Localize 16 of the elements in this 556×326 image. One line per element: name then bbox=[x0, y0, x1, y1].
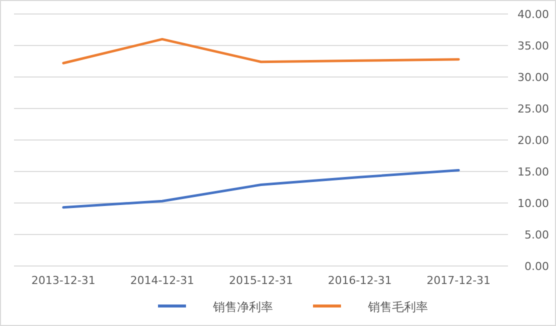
x-tick-label: 2017-12-31 bbox=[426, 274, 491, 287]
y-tick-label: 15.00 bbox=[518, 166, 549, 178]
legend-label: 销售净利率 bbox=[212, 300, 273, 314]
y-tick-label: 40.00 bbox=[518, 8, 549, 21]
y-tick-label: 25.00 bbox=[518, 102, 549, 116]
y-tick-label: 20.00 bbox=[518, 134, 549, 147]
y-tick-label: 0.00 bbox=[524, 260, 549, 273]
x-tick-label: 2014-12-31 bbox=[130, 274, 194, 287]
y-tick-label: 10.00 bbox=[518, 197, 549, 210]
y-tick-label: 30.00 bbox=[518, 71, 549, 84]
legend-label: 销售毛利率 bbox=[367, 300, 428, 314]
y-tick-label: 5.00 bbox=[524, 228, 549, 242]
y-tick-label: 35.00 bbox=[518, 40, 549, 52]
x-tick-label: 2015-12-31 bbox=[229, 274, 293, 287]
x-tick-label: 2016-12-31 bbox=[328, 274, 392, 287]
x-tick-label: 2013-12-31 bbox=[31, 274, 96, 287]
